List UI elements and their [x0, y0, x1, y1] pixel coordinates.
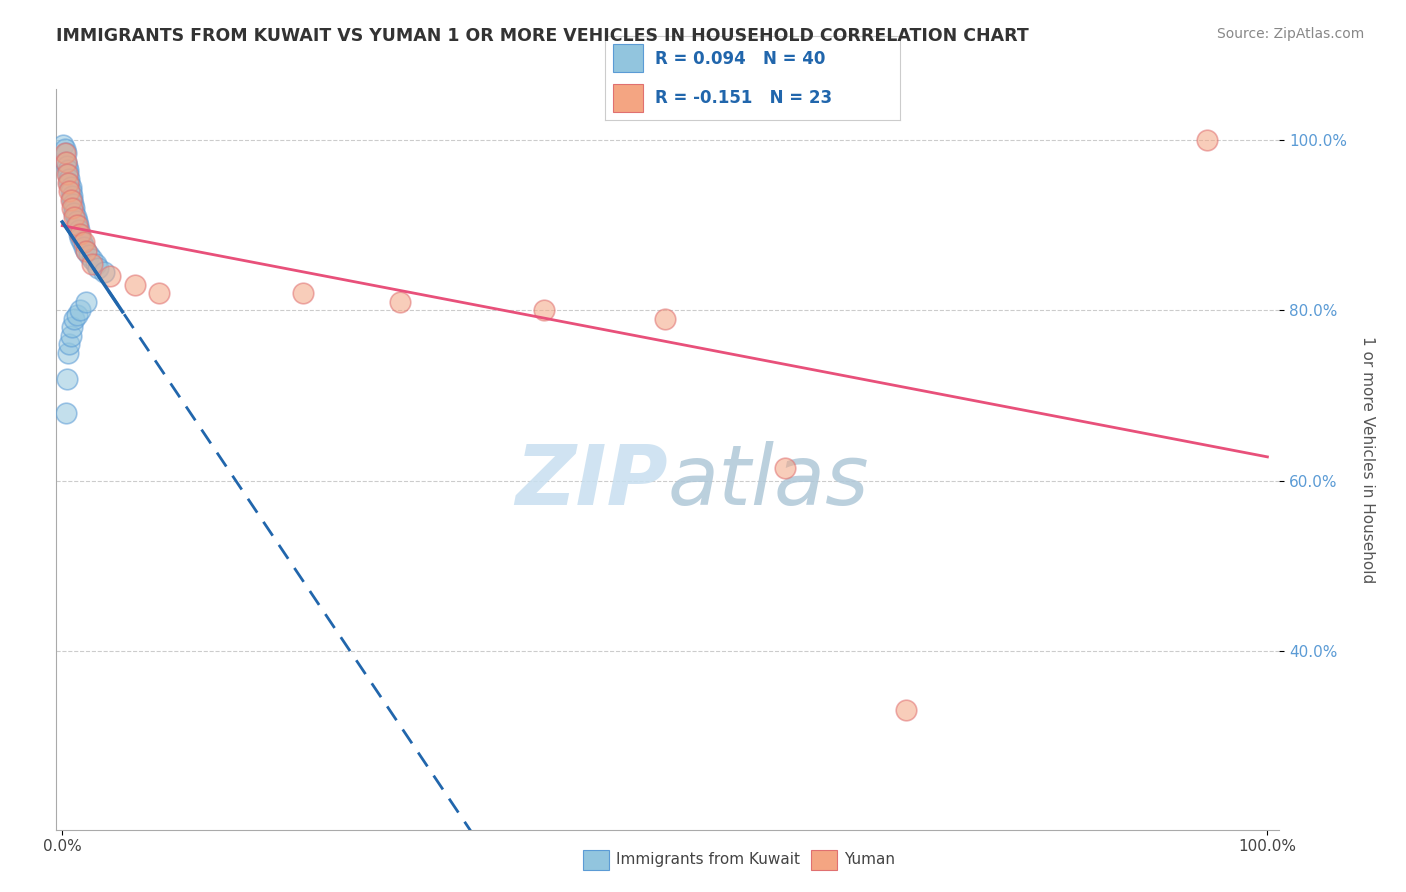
Point	[58, 346, 80, 360]
Text: IMMIGRANTS FROM KUWAIT VS YUMAN 1 OR MORE VEHICLES IN HOUSEHOLD CORRELATION CHAR: IMMIGRANTS FROM KUWAIT VS YUMAN 1 OR MOR…	[56, 27, 1029, 45]
Point	[533, 303, 555, 318]
Point	[59, 184, 82, 198]
Point	[63, 205, 86, 219]
Point	[69, 231, 91, 245]
Point	[292, 286, 315, 301]
Point	[148, 286, 170, 301]
Point	[63, 210, 86, 224]
Point	[75, 295, 97, 310]
Point	[69, 227, 91, 241]
Point	[55, 146, 77, 161]
Point	[87, 260, 110, 275]
Point	[55, 406, 77, 420]
Point	[62, 197, 84, 211]
Point	[654, 312, 676, 326]
Point	[100, 269, 122, 284]
Point	[73, 235, 96, 250]
Point	[124, 277, 146, 292]
Point	[65, 210, 87, 224]
Point	[58, 167, 80, 181]
Point	[67, 222, 90, 236]
Point	[70, 235, 93, 250]
Point	[66, 219, 89, 233]
Point	[58, 176, 80, 190]
Text: R = -0.151   N = 23: R = -0.151 N = 23	[655, 89, 832, 107]
Point	[59, 329, 82, 343]
Point	[82, 252, 104, 267]
Point	[77, 248, 100, 262]
Point	[56, 159, 79, 173]
Point	[84, 257, 107, 271]
Point	[53, 146, 76, 161]
Bar	[613, 44, 643, 72]
Point	[775, 461, 797, 475]
Point	[1197, 133, 1219, 147]
Point	[63, 312, 86, 326]
Point	[59, 180, 82, 194]
Point	[55, 154, 77, 169]
Text: atlas: atlas	[668, 441, 869, 522]
Point	[75, 244, 97, 258]
Point	[53, 142, 76, 156]
Text: Source: ZipAtlas.com: Source: ZipAtlas.com	[1216, 27, 1364, 41]
Text: Immigrants from Kuwait: Immigrants from Kuwait	[616, 853, 800, 867]
Point	[66, 308, 89, 322]
Point	[73, 239, 96, 253]
Point	[894, 703, 917, 717]
Point	[82, 257, 104, 271]
Point	[60, 188, 83, 202]
Point	[58, 184, 80, 198]
Point	[58, 163, 80, 178]
Y-axis label: 1 or more Vehicles in Household: 1 or more Vehicles in Household	[1360, 335, 1375, 583]
Bar	[613, 84, 643, 112]
Point	[60, 193, 83, 207]
Point	[55, 154, 77, 169]
Text: ZIP: ZIP	[515, 441, 668, 522]
Point	[58, 337, 80, 351]
Point	[56, 371, 79, 385]
Point	[75, 244, 97, 258]
Point	[58, 171, 80, 186]
Text: Yuman: Yuman	[844, 853, 894, 867]
Text: R = 0.094   N = 40: R = 0.094 N = 40	[655, 50, 825, 68]
Point	[93, 265, 115, 279]
Point	[58, 176, 80, 190]
Point	[56, 167, 79, 181]
Point	[66, 219, 89, 233]
Point	[67, 227, 90, 241]
Point	[69, 303, 91, 318]
Point	[66, 214, 89, 228]
Point	[63, 202, 86, 216]
Point	[59, 193, 82, 207]
Point	[60, 320, 83, 334]
Point	[52, 137, 75, 152]
Point	[388, 295, 411, 310]
Point	[60, 202, 83, 216]
